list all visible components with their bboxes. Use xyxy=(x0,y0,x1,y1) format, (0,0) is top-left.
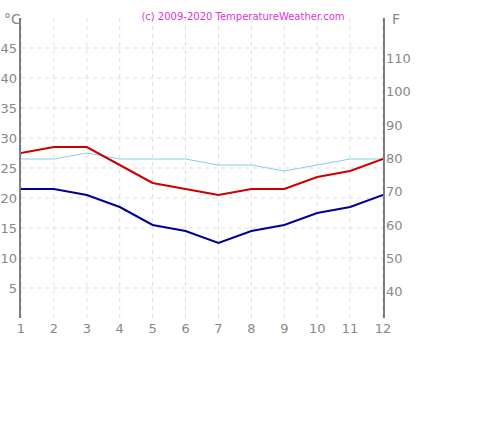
x-tick-label: 10 xyxy=(309,321,326,336)
y-tick-label: 30 xyxy=(0,131,17,146)
x-tick-label: 11 xyxy=(342,321,359,336)
grid-line xyxy=(350,18,351,318)
y-tick-label: 25 xyxy=(0,161,17,176)
grid-line xyxy=(185,18,186,318)
y2-tick-label: 80 xyxy=(386,151,403,166)
y2-tick-label: 40 xyxy=(386,284,403,299)
grid-line xyxy=(21,288,383,289)
x-tick-label: 12 xyxy=(375,321,392,336)
y2-axis-line xyxy=(384,18,385,318)
y-tick-label: 15 xyxy=(0,221,17,236)
grid-line xyxy=(21,108,383,109)
y2-tick-label: 50 xyxy=(386,251,403,266)
x-tick-label: 5 xyxy=(148,321,156,336)
grid-line xyxy=(21,228,383,229)
grid-line xyxy=(251,18,252,318)
grid-line xyxy=(317,18,318,318)
y2-tick-label: 70 xyxy=(386,184,403,199)
y-axis-line xyxy=(20,18,21,318)
y2-tick-label: 110 xyxy=(386,51,411,66)
y-tick-label: 35 xyxy=(0,101,17,116)
plot-area xyxy=(21,147,383,243)
x-tick-label: 4 xyxy=(116,321,124,336)
x-tick-label: 3 xyxy=(83,321,91,336)
grid-line xyxy=(21,198,383,199)
grid-line xyxy=(21,18,22,318)
x-tick-label: 1 xyxy=(17,321,25,336)
grid-line xyxy=(218,18,219,318)
grid-line xyxy=(21,258,383,259)
series-line xyxy=(21,153,383,171)
x-tick-label: 6 xyxy=(181,321,189,336)
y-tick-label: 45 xyxy=(0,41,17,56)
x-tick-label: 2 xyxy=(50,321,58,336)
grid-line xyxy=(284,18,285,318)
chart: 5101520253035404540506070809010011012345… xyxy=(0,0,504,425)
title: (c) 2009-2020 TemperatureWeather.com xyxy=(141,11,344,22)
grid-line xyxy=(152,18,153,318)
grid-line xyxy=(21,138,383,139)
y2-tick-label: 60 xyxy=(386,218,403,233)
y-axis-label: °C xyxy=(4,11,21,27)
grid-line xyxy=(119,18,120,318)
grid-line xyxy=(21,78,383,79)
y-tick-label: 5 xyxy=(9,281,17,296)
grid-line xyxy=(53,18,54,318)
y-tick-label: 20 xyxy=(0,191,17,206)
grid-line xyxy=(21,168,383,169)
x-tick-label: 8 xyxy=(247,321,255,336)
y2-axis-label: F xyxy=(392,11,400,27)
y-tick-label: 40 xyxy=(0,71,17,86)
series-line xyxy=(21,147,383,195)
grid-line xyxy=(86,18,87,318)
y2-tick-label: 100 xyxy=(386,84,411,99)
y-tick-label: 10 xyxy=(0,251,17,266)
x-tick-label: 7 xyxy=(214,321,222,336)
grid-line xyxy=(21,48,383,49)
grid-line xyxy=(383,18,384,318)
series-line xyxy=(21,189,383,243)
y2-tick-label: 90 xyxy=(386,118,403,133)
x-tick-label: 9 xyxy=(280,321,288,336)
